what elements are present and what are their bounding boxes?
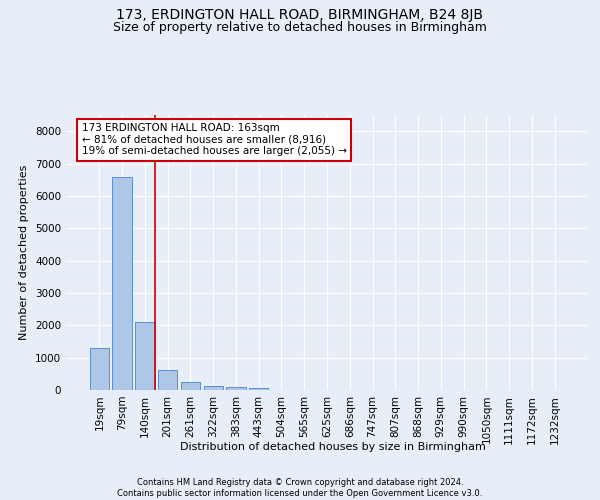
Bar	[112, 177, 132, 390]
Bar	[90, 348, 109, 390]
Bar	[158, 370, 178, 390]
Text: Size of property relative to detached houses in Birmingham: Size of property relative to detached ho…	[113, 21, 487, 34]
Bar	[203, 386, 223, 390]
Text: Contains HM Land Registry data © Crown copyright and database right 2024.
Contai: Contains HM Land Registry data © Crown c…	[118, 478, 482, 498]
Bar	[135, 322, 155, 390]
Bar	[249, 388, 268, 390]
Bar	[181, 382, 200, 390]
Bar	[226, 387, 245, 390]
Text: 173, ERDINGTON HALL ROAD, BIRMINGHAM, B24 8JB: 173, ERDINGTON HALL ROAD, BIRMINGHAM, B2…	[116, 8, 484, 22]
Text: 173 ERDINGTON HALL ROAD: 163sqm
← 81% of detached houses are smaller (8,916)
19%: 173 ERDINGTON HALL ROAD: 163sqm ← 81% of…	[82, 123, 347, 156]
Y-axis label: Number of detached properties: Number of detached properties	[19, 165, 29, 340]
Text: Distribution of detached houses by size in Birmingham: Distribution of detached houses by size …	[180, 442, 486, 452]
